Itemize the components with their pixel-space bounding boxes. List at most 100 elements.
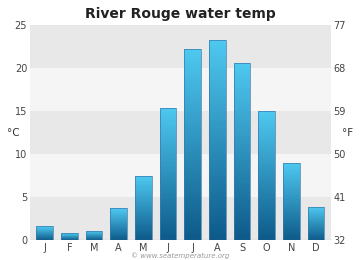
Bar xyxy=(258,136,275,137)
Bar xyxy=(234,166,251,167)
Bar xyxy=(159,126,176,127)
Bar xyxy=(234,77,251,79)
Bar xyxy=(308,214,324,215)
Bar xyxy=(308,238,324,239)
Bar xyxy=(308,210,324,211)
Bar xyxy=(184,82,201,83)
Bar xyxy=(159,194,176,195)
Bar xyxy=(258,176,275,177)
Bar xyxy=(209,54,226,56)
Bar xyxy=(159,165,176,166)
Bar xyxy=(184,191,201,192)
Bar xyxy=(308,211,324,212)
Bar xyxy=(159,171,176,173)
Bar xyxy=(135,201,152,202)
Bar xyxy=(209,188,226,190)
Bar xyxy=(110,220,127,221)
Bar xyxy=(234,88,251,89)
Bar xyxy=(135,239,152,240)
Bar xyxy=(184,129,201,131)
Bar xyxy=(258,155,275,156)
Bar xyxy=(258,239,275,240)
Bar xyxy=(234,102,251,104)
Bar xyxy=(234,203,251,205)
Bar xyxy=(110,235,127,236)
Y-axis label: °C: °C xyxy=(7,128,19,138)
Bar xyxy=(159,163,176,165)
Bar xyxy=(283,192,300,193)
Bar xyxy=(159,166,176,167)
Bar xyxy=(234,105,251,107)
Bar xyxy=(234,176,251,178)
Bar xyxy=(184,87,201,89)
Bar xyxy=(234,155,251,157)
Bar xyxy=(110,231,127,232)
Bar xyxy=(209,172,226,174)
Bar xyxy=(110,236,127,237)
Bar xyxy=(110,230,127,231)
Bar xyxy=(159,141,176,142)
Bar xyxy=(308,222,324,223)
Bar xyxy=(159,215,176,216)
Bar xyxy=(159,134,176,135)
Bar xyxy=(283,173,300,174)
Bar xyxy=(184,162,201,164)
Bar xyxy=(184,221,201,223)
Bar xyxy=(184,206,201,208)
Bar xyxy=(110,233,127,234)
Text: © www.seatemperature.org: © www.seatemperature.org xyxy=(131,252,229,259)
Bar xyxy=(209,184,226,186)
Bar xyxy=(110,238,127,239)
Bar xyxy=(135,177,152,178)
Bar xyxy=(283,217,300,218)
Bar xyxy=(283,215,300,216)
Bar xyxy=(209,112,226,114)
Bar xyxy=(110,226,127,227)
Bar xyxy=(184,93,201,95)
Bar xyxy=(159,147,176,149)
Bar xyxy=(110,224,127,225)
Bar xyxy=(135,220,152,221)
Bar xyxy=(159,149,176,150)
Bar xyxy=(184,105,201,106)
Bar xyxy=(209,104,226,106)
Bar xyxy=(283,214,300,215)
Bar xyxy=(258,123,275,124)
Bar xyxy=(258,209,275,211)
Bar xyxy=(209,182,226,184)
Bar xyxy=(234,169,251,171)
Bar xyxy=(258,152,275,154)
Bar xyxy=(184,135,201,137)
Bar xyxy=(234,68,251,70)
Bar xyxy=(159,181,176,182)
Bar xyxy=(110,218,127,219)
Bar xyxy=(159,113,176,114)
Bar xyxy=(159,109,176,110)
Bar xyxy=(234,187,251,189)
Bar xyxy=(184,116,201,118)
Bar xyxy=(110,221,127,222)
Bar xyxy=(184,133,201,135)
Bar xyxy=(184,229,201,231)
Bar xyxy=(308,220,324,221)
Bar xyxy=(258,138,275,139)
Bar xyxy=(283,238,300,239)
Bar xyxy=(184,57,201,58)
Bar xyxy=(234,175,251,176)
Bar xyxy=(159,231,176,232)
Bar xyxy=(258,236,275,238)
Bar xyxy=(283,167,300,168)
Bar xyxy=(209,66,226,68)
Bar xyxy=(209,60,226,62)
Bar xyxy=(209,84,226,86)
Bar xyxy=(258,114,275,115)
Bar xyxy=(184,238,201,240)
Bar xyxy=(283,233,300,234)
Bar xyxy=(135,206,152,207)
Bar xyxy=(184,102,201,105)
Bar xyxy=(283,178,300,179)
Bar xyxy=(258,177,275,178)
Bar xyxy=(283,222,300,223)
Bar xyxy=(159,214,176,215)
Bar xyxy=(110,228,127,229)
